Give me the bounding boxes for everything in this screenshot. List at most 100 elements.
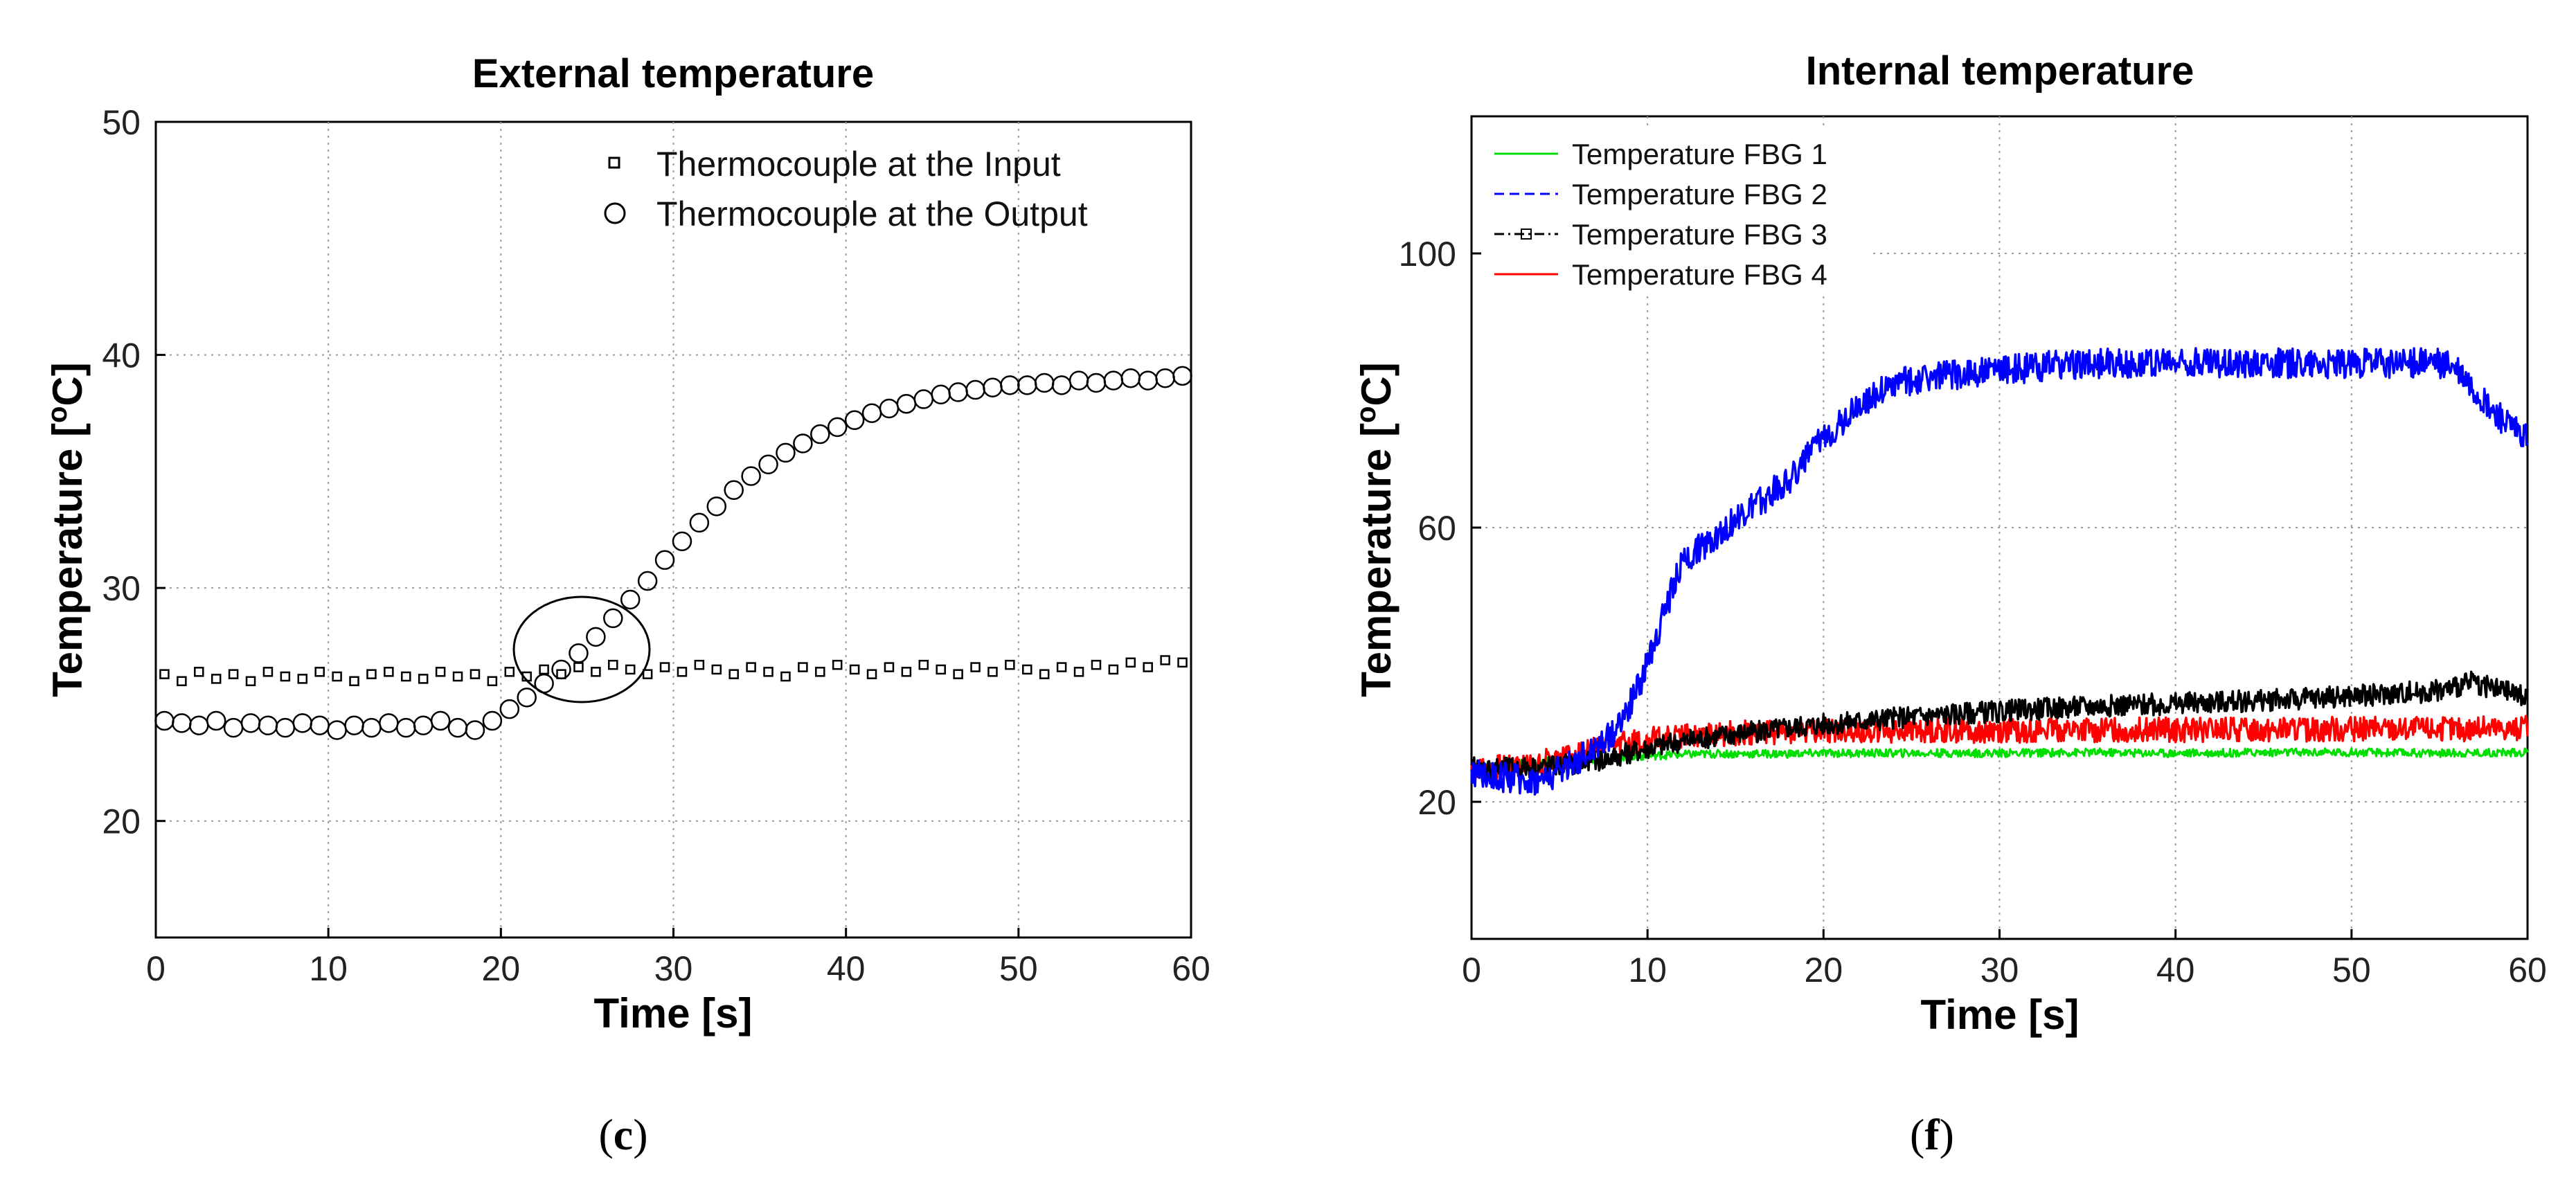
input-point <box>987 667 998 677</box>
input-point <box>970 662 981 672</box>
internal-temperature-chart: 0 10 20 30 40 50 60 20 60 100 Internal temperatur… <box>1351 48 2547 1159</box>
y-axis-label-unit: C] <box>1353 362 1399 406</box>
output-point <box>793 433 813 454</box>
output-point <box>724 480 744 501</box>
input-point <box>384 667 394 677</box>
x-tick-label: 60 <box>1172 949 1210 988</box>
data-marks <box>154 366 1192 740</box>
legend: Thermocouple at the Input Thermocouple a… <box>604 145 1088 233</box>
legend: Temperature FBG 1 Temperature FBG 2 Temp… <box>1482 130 1870 296</box>
legend-label-input: Thermocouple at the Input <box>656 145 1061 183</box>
input-point <box>469 669 481 679</box>
fbg4-trace <box>1470 715 2529 780</box>
input-point <box>1073 667 1084 677</box>
input-point <box>832 659 843 670</box>
crossing-annotation-ellipse <box>512 595 651 703</box>
legend-label-fbg4: Temperature FBG 4 <box>1572 258 1827 291</box>
tick-labels: 0 10 20 30 40 50 60 20 60 100 <box>1399 235 2547 989</box>
x-tick-label: 20 <box>1805 951 1843 989</box>
x-tick-label: 0 <box>1462 951 1481 989</box>
y-axis-label-sup: o <box>1351 406 1381 423</box>
output-point <box>1172 366 1192 386</box>
input-point <box>815 667 825 677</box>
input-point <box>1022 664 1032 675</box>
x-axis-label: Time [s] <box>1921 992 2079 1038</box>
output-point <box>206 710 226 731</box>
y-axis-label-unit: C] <box>44 362 91 406</box>
caption-close: ) <box>633 1110 647 1159</box>
input-point <box>349 676 359 687</box>
input-point <box>677 667 688 677</box>
input-point <box>642 669 653 679</box>
input-point <box>262 667 274 677</box>
input-point <box>504 667 515 677</box>
input-point <box>694 659 705 670</box>
input-point <box>936 664 946 675</box>
y-tick-label: 20 <box>102 802 141 841</box>
input-point <box>591 667 601 677</box>
input-point <box>1160 655 1170 665</box>
output-point <box>844 410 865 431</box>
input-point <box>728 669 739 679</box>
y-tick-label: 20 <box>1417 783 1456 822</box>
x-tick-label: 20 <box>482 949 521 988</box>
caption-close: ) <box>1940 1110 1954 1159</box>
input-point <box>1143 662 1153 672</box>
input-point <box>418 674 429 684</box>
input-point <box>452 671 463 682</box>
external-temperature-chart: 0 10 20 30 40 50 60 20 30 40 50 External temperatu… <box>42 51 1210 1159</box>
y-axis-label-text: Temperature [ <box>1353 423 1399 697</box>
output-point <box>569 643 589 663</box>
output-point <box>689 512 710 533</box>
output-point <box>654 550 675 571</box>
output-point <box>758 454 778 475</box>
legend-label-output: Thermocouple at the Output <box>656 195 1088 233</box>
input-point <box>746 662 756 672</box>
fbg3-trace <box>1470 670 2529 780</box>
grid <box>1470 116 2529 939</box>
output-point <box>706 496 727 517</box>
input-point <box>711 664 722 675</box>
caption-letter: f <box>1924 1110 1940 1159</box>
input-point <box>763 667 773 677</box>
y-tick-label: 40 <box>102 337 141 375</box>
x-tick-label: 50 <box>2332 951 2371 989</box>
input-point <box>401 671 411 682</box>
input-point <box>884 662 895 672</box>
input-point <box>1125 657 1136 668</box>
caption-open: ( <box>1910 1110 1924 1159</box>
input-point <box>918 659 929 670</box>
fbg2-trace <box>1470 347 2529 796</box>
input-point <box>625 664 636 675</box>
output-point <box>482 710 503 731</box>
legend-marker-input <box>608 156 620 169</box>
data-marks <box>1470 347 2529 796</box>
caption-f: (f) <box>1910 1110 1954 1159</box>
input-point <box>659 662 670 672</box>
x-tick-label: 10 <box>309 949 348 988</box>
y-axis-label: Temperature [oC] <box>42 362 91 697</box>
caption-letter: c <box>614 1110 633 1159</box>
y-tick-label: 30 <box>102 569 141 608</box>
input-point <box>1108 664 1119 675</box>
x-tick-label: 30 <box>1980 951 2019 989</box>
grid <box>154 122 1192 938</box>
x-tick-label: 30 <box>654 949 693 988</box>
legend-marker-output <box>604 202 626 224</box>
output-point <box>517 688 537 708</box>
input-point <box>1177 657 1188 668</box>
output-point <box>672 531 692 552</box>
tick-labels: 0 10 20 30 40 50 60 20 30 40 50 <box>102 103 1210 988</box>
caption-open: ( <box>598 1110 613 1159</box>
input-point <box>332 671 342 682</box>
output-point <box>620 589 641 610</box>
input-point <box>608 659 618 670</box>
input-point <box>435 667 446 677</box>
legend-label-fbg3: Temperature FBG 3 <box>1572 218 1827 251</box>
y-tick-label: 60 <box>1417 509 1456 548</box>
legend-marker-fbg3 <box>1521 228 1532 240</box>
input-point <box>780 671 791 682</box>
chart-title: Internal temperature <box>1806 48 2194 93</box>
output-point <box>499 699 520 719</box>
x-tick-label: 40 <box>2156 951 2195 989</box>
